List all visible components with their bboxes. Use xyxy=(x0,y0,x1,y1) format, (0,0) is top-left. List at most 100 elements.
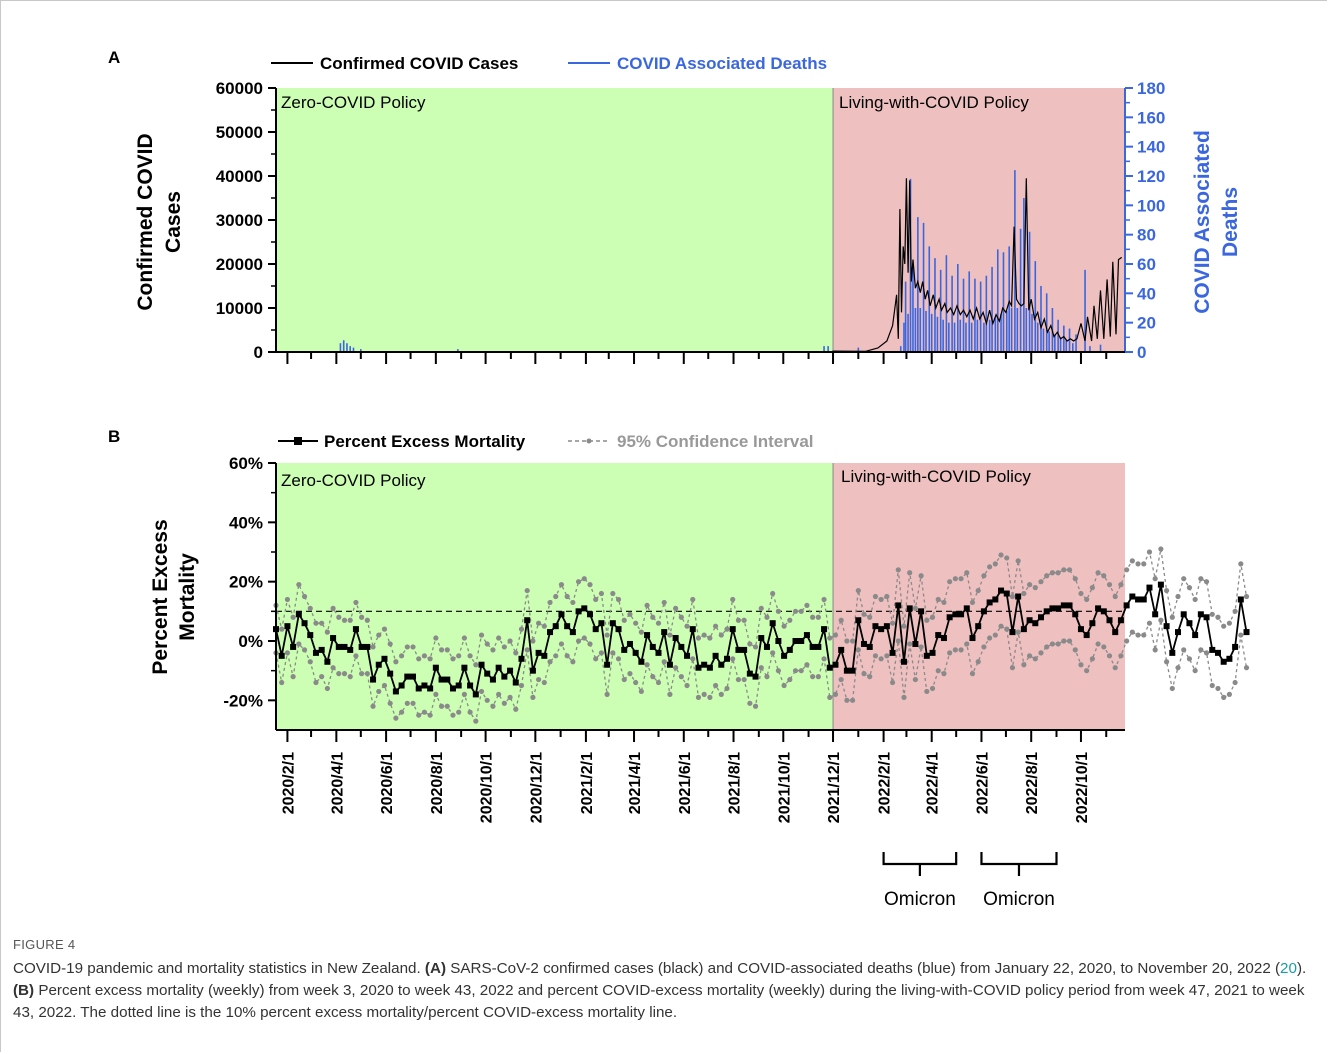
excess-point-44 xyxy=(524,617,531,624)
ci-lower-point-94 xyxy=(810,674,816,680)
excess-point-98 xyxy=(832,661,839,668)
ci-upper-point-47 xyxy=(541,623,547,629)
left-axis-a: 0 10000 20000 30000 40000 50000 60000 xyxy=(216,79,277,362)
excess-point-120 xyxy=(958,611,965,618)
ci-upper-point-161 xyxy=(1192,596,1198,603)
excess-point-58 xyxy=(604,661,611,668)
ci-upper-point-138 xyxy=(1061,567,1067,573)
ci-lower-point-150 xyxy=(1129,629,1135,635)
ci-lower-point-50 xyxy=(558,641,565,647)
ci-upper-point-152 xyxy=(1141,561,1147,567)
ci-lower-point-145 xyxy=(1101,644,1107,650)
excess-point-155 xyxy=(1157,581,1164,588)
ci-lower-point-78 xyxy=(718,691,724,698)
excess-point-75 xyxy=(701,661,708,668)
excess-point-73 xyxy=(689,626,696,633)
panel-a-label: A xyxy=(108,48,120,67)
ci-upper-point-121 xyxy=(964,570,970,576)
x-tick-label-11: 2021/12/1 xyxy=(826,752,843,823)
ci-upper-point-4 xyxy=(296,582,302,588)
x-tick-label-7: 2021/4/1 xyxy=(627,752,644,814)
excess-point-14 xyxy=(352,626,359,633)
omicron-annotations: Omicron Omicron xyxy=(882,852,1058,910)
excess-point-25 xyxy=(415,685,422,692)
ci-lower-point-98 xyxy=(832,691,839,698)
ci-lower-point-62 xyxy=(627,671,633,677)
left-tick-label-a-0: 0 xyxy=(254,343,263,362)
excess-point-146 xyxy=(1106,617,1113,624)
ci-upper-point-50 xyxy=(558,582,565,588)
excess-point-39 xyxy=(495,664,502,671)
left-tick-label-a-2: 20000 xyxy=(216,255,263,274)
excess-point-103 xyxy=(861,640,868,647)
ci-lower-point-27 xyxy=(427,712,433,718)
excess-point-31 xyxy=(449,685,456,692)
ci-upper-point-158 xyxy=(1175,593,1181,600)
right-tick-label-a-0: 0 xyxy=(1137,343,1146,362)
ci-upper-point-33 xyxy=(461,635,467,641)
ci-lower-point-135 xyxy=(1044,644,1050,650)
ci-upper-point-139 xyxy=(1066,567,1073,573)
ci-lower-point-35 xyxy=(473,718,479,724)
ci-upper-point-145 xyxy=(1101,573,1107,579)
excess-point-60 xyxy=(615,626,622,633)
excess-point-154 xyxy=(1152,611,1159,618)
ci-upper-point-84 xyxy=(752,644,759,650)
caption-b-text: Percent excess mortality (weekly) from w… xyxy=(13,982,1305,1021)
ci-lower-point-88 xyxy=(775,668,781,674)
ci-lower-point-20 xyxy=(387,700,393,706)
excess-point-42 xyxy=(512,679,519,686)
ci-lower-point-79 xyxy=(724,685,730,692)
ci-upper-point-31 xyxy=(450,656,456,662)
ci-upper-point-38 xyxy=(490,647,496,653)
ci-upper-point-75 xyxy=(701,632,707,638)
ci-lower-point-132 xyxy=(1026,653,1033,659)
ci-upper-point-159 xyxy=(1181,576,1187,582)
excess-point-121 xyxy=(963,605,970,612)
ci-lower-point-112 xyxy=(912,676,919,683)
excess-point-140 xyxy=(1072,611,1079,618)
excess-point-54 xyxy=(581,605,588,612)
ci-upper-point-15 xyxy=(359,614,365,620)
ci-lower-point-114 xyxy=(924,688,930,695)
caption-reference-link[interactable]: 20 xyxy=(1280,960,1297,977)
excess-point-160 xyxy=(1186,620,1193,627)
ci-upper-point-113 xyxy=(918,573,924,579)
excess-point-106 xyxy=(878,626,885,633)
ci-lower-series xyxy=(273,617,1250,724)
x-tick-label-14: 2022/6/1 xyxy=(975,752,992,814)
excess-point-33 xyxy=(461,664,468,671)
ci-lower-point-11 xyxy=(336,671,342,677)
left-tick-label-a-1: 10000 xyxy=(216,299,263,318)
ci-upper-point-57 xyxy=(598,590,605,597)
excess-point-9 xyxy=(324,658,331,665)
ci-upper-point-137 xyxy=(1055,570,1061,576)
zero-covid-label-b: Zero-COVID Policy xyxy=(281,471,426,490)
ci-upper-point-123 xyxy=(975,587,981,594)
excess-point-165 xyxy=(1214,649,1221,656)
ci-lower-point-6 xyxy=(307,659,313,665)
excess-point-113 xyxy=(918,608,925,615)
ci-upper-point-69 xyxy=(667,632,673,638)
ci-upper-point-164 xyxy=(1209,611,1215,617)
ci-upper-point-103 xyxy=(861,611,867,617)
caption-a-text-1: SARS-CoV-2 confirmed cases (black) and C… xyxy=(446,960,1281,977)
ci-upper-point-46 xyxy=(536,620,542,626)
ci-upper-point-20 xyxy=(387,641,393,647)
ci-upper-point-2 xyxy=(284,596,291,603)
ci-lower-point-53 xyxy=(575,638,582,644)
excess-point-112 xyxy=(912,640,919,647)
ci-lower-point-168 xyxy=(1232,679,1238,686)
ci-lower-point-101 xyxy=(850,697,856,703)
caption-b-tag: (B) xyxy=(13,982,35,999)
ci-lower-point-55 xyxy=(587,641,593,647)
ci-lower-point-143 xyxy=(1089,656,1095,662)
figure-chart: A Confirmed COVID Cases COVID Associated… xyxy=(108,48,1250,910)
legend-cases-label: Confirmed COVID Cases xyxy=(320,54,518,73)
ci-lower-point-155 xyxy=(1158,617,1164,623)
excess-point-168 xyxy=(1232,643,1239,650)
ci-lower-point-161 xyxy=(1192,668,1198,674)
ci-upper-point-8 xyxy=(319,620,325,626)
excess-point-158 xyxy=(1175,629,1182,636)
excess-point-59 xyxy=(609,620,616,627)
